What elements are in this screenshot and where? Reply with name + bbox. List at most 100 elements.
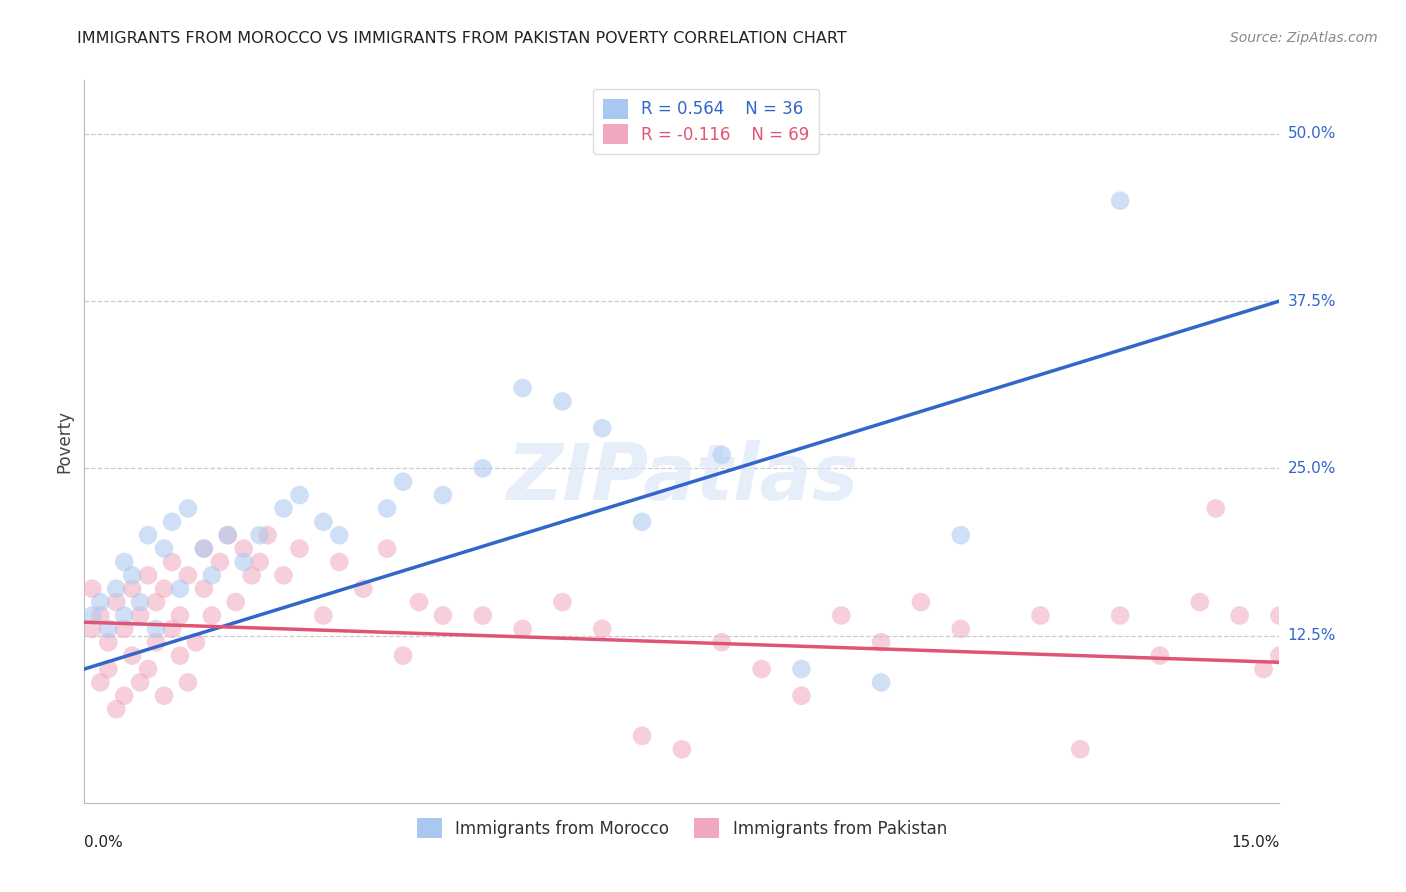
Point	[82, 608, 104, 623]
Point	[471, 608, 494, 623]
Point	[432, 608, 454, 623]
Text: 15.0%: 15.0%	[1232, 835, 1279, 850]
Point	[671, 742, 693, 756]
Point	[129, 608, 152, 623]
Point	[193, 541, 215, 556]
Point	[121, 648, 143, 663]
Point	[232, 541, 254, 556]
Text: IMMIGRANTS FROM MOROCCO VS IMMIGRANTS FROM PAKISTAN POVERTY CORRELATION CHART: IMMIGRANTS FROM MOROCCO VS IMMIGRANTS FR…	[77, 31, 846, 46]
Point	[201, 608, 224, 623]
Point	[232, 555, 254, 569]
Point	[1188, 595, 1211, 609]
Point	[105, 595, 128, 609]
Point	[256, 528, 278, 542]
Point	[217, 528, 239, 542]
Point	[512, 622, 534, 636]
Point	[208, 555, 231, 569]
Point	[136, 662, 159, 676]
Point	[288, 541, 311, 556]
Text: 37.5%: 37.5%	[1288, 293, 1336, 309]
Point	[1229, 608, 1251, 623]
Point	[193, 541, 215, 556]
Point	[145, 595, 167, 609]
Point	[89, 675, 111, 690]
Point	[153, 582, 176, 596]
Point	[328, 555, 350, 569]
Point	[288, 488, 311, 502]
Point	[1205, 501, 1227, 516]
Point	[870, 635, 893, 649]
Point	[153, 541, 176, 556]
Point	[1268, 648, 1291, 663]
Point	[471, 461, 494, 475]
Y-axis label: Poverty: Poverty	[55, 410, 73, 473]
Point	[82, 622, 104, 636]
Point	[631, 729, 654, 743]
Point	[1109, 194, 1132, 208]
Point	[1268, 608, 1291, 623]
Point	[177, 568, 200, 582]
Point	[169, 582, 191, 596]
Point	[790, 689, 813, 703]
Point	[82, 582, 104, 596]
Point	[169, 608, 191, 623]
Point	[1109, 608, 1132, 623]
Point	[512, 381, 534, 395]
Point	[375, 541, 398, 556]
Point	[392, 475, 415, 489]
Point	[432, 488, 454, 502]
Point	[160, 515, 183, 529]
Point	[177, 501, 200, 516]
Point	[312, 515, 335, 529]
Point	[249, 555, 271, 569]
Point	[408, 595, 430, 609]
Point	[193, 582, 215, 596]
Point	[145, 635, 167, 649]
Point	[112, 689, 135, 703]
Point	[551, 394, 574, 409]
Point	[121, 568, 143, 582]
Point	[249, 528, 271, 542]
Point	[392, 648, 415, 663]
Point	[240, 568, 263, 582]
Text: 0.0%: 0.0%	[84, 835, 124, 850]
Text: Source: ZipAtlas.com: Source: ZipAtlas.com	[1230, 31, 1378, 45]
Point	[591, 622, 613, 636]
Point	[97, 662, 120, 676]
Point	[89, 608, 111, 623]
Point	[112, 555, 135, 569]
Point	[591, 421, 613, 435]
Point	[312, 608, 335, 623]
Text: 12.5%: 12.5%	[1288, 628, 1336, 643]
Point	[136, 528, 159, 542]
Point	[160, 622, 183, 636]
Point	[177, 675, 200, 690]
Point	[105, 702, 128, 716]
Point	[136, 568, 159, 582]
Point	[112, 622, 135, 636]
Point	[352, 582, 374, 596]
Text: 25.0%: 25.0%	[1288, 461, 1336, 475]
Text: ZIPatlas: ZIPatlas	[506, 440, 858, 516]
Point	[105, 582, 128, 596]
Point	[328, 528, 350, 542]
Point	[97, 622, 120, 636]
Legend: Immigrants from Morocco, Immigrants from Pakistan: Immigrants from Morocco, Immigrants from…	[411, 812, 953, 845]
Point	[1253, 662, 1275, 676]
Point	[710, 448, 733, 462]
Point	[949, 528, 972, 542]
Point	[751, 662, 773, 676]
Point	[1029, 608, 1052, 623]
Point	[273, 501, 295, 516]
Point	[830, 608, 852, 623]
Point	[710, 635, 733, 649]
Point	[89, 595, 111, 609]
Text: 50.0%: 50.0%	[1288, 127, 1336, 141]
Point	[949, 622, 972, 636]
Point	[910, 595, 932, 609]
Point	[97, 635, 120, 649]
Point	[273, 568, 295, 582]
Point	[145, 622, 167, 636]
Point	[870, 675, 893, 690]
Point	[551, 595, 574, 609]
